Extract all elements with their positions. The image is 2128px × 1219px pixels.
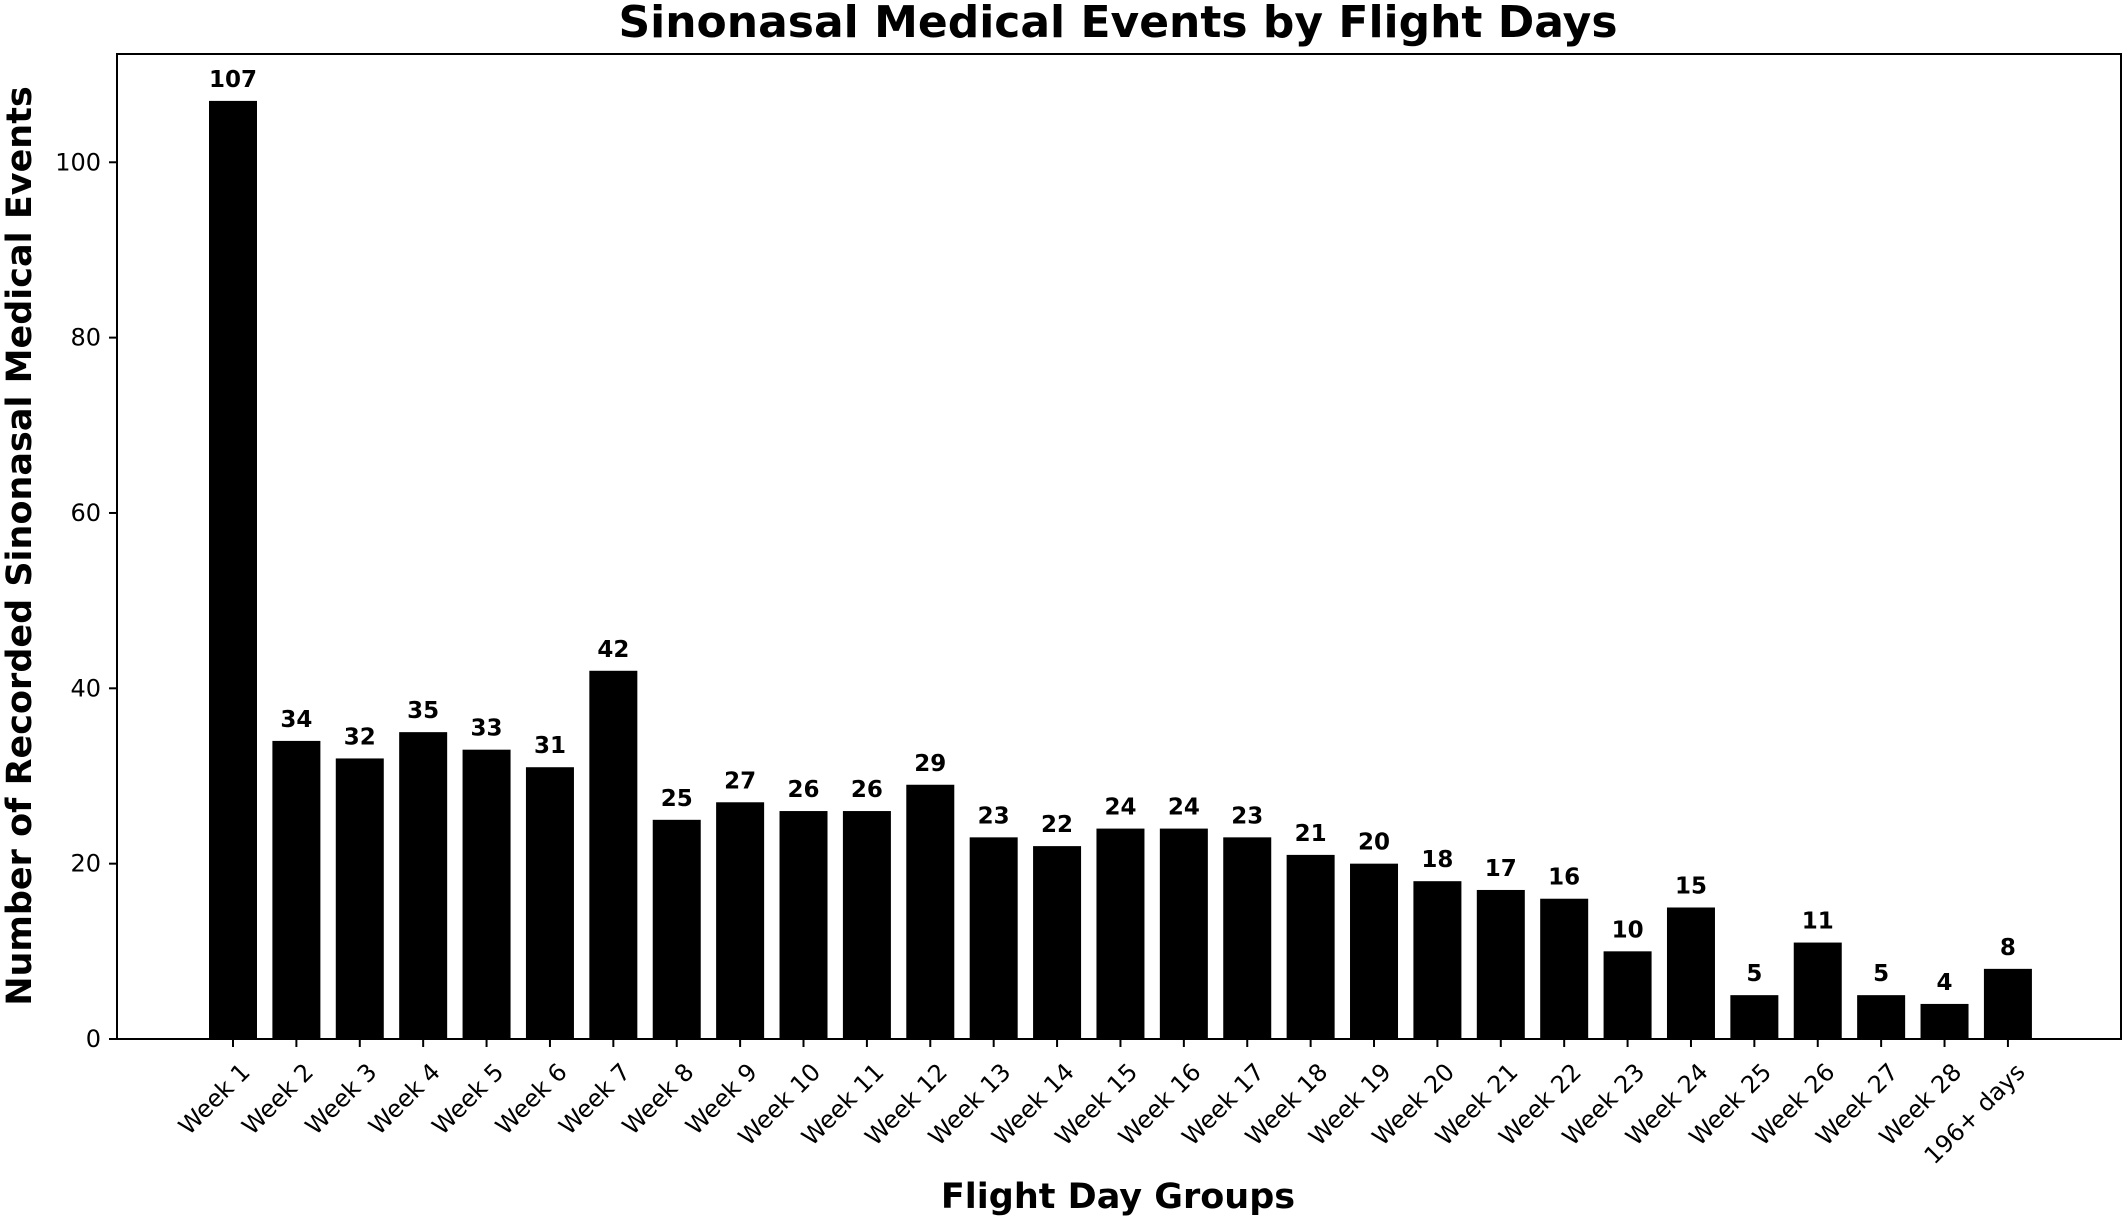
value-label-week-27: 5	[1873, 961, 1889, 987]
bar-week-12	[906, 784, 955, 1039]
y-axis: 0 20 40 60 80 100	[55, 148, 117, 1053]
bar-week-21	[1476, 889, 1525, 1039]
value-label-week-24: 15	[1675, 873, 1707, 899]
bar-week-20	[1413, 881, 1462, 1039]
value-label-week-23: 10	[1612, 917, 1644, 943]
value-label-196-days: 8	[2000, 935, 2016, 961]
value-label-week-17: 23	[1231, 803, 1263, 829]
plot-area-frame	[116, 53, 2122, 1040]
bars-group	[209, 100, 2032, 1039]
y-tick-label-0: 0	[86, 1025, 101, 1053]
y-tick-label-60: 60	[70, 499, 101, 527]
bar-week-14	[1033, 846, 1082, 1039]
value-label-week-26: 11	[1802, 909, 1834, 935]
value-label-week-22: 16	[1548, 865, 1580, 891]
y-tick-label-80: 80	[70, 324, 101, 352]
y-axis-label: Number of Recorded Sinonasal Medical Eve…	[0, 86, 40, 1006]
bar-week-7	[589, 670, 638, 1039]
bar-week-17	[1223, 837, 1272, 1039]
value-label-week-11: 26	[851, 777, 883, 803]
value-label-week-5: 33	[471, 716, 503, 742]
y-tick-label-20: 20	[70, 850, 101, 878]
bar-week-11	[842, 811, 891, 1039]
value-label-week-28: 4	[1937, 970, 1953, 996]
value-label-week-1: 107	[209, 67, 257, 93]
bar-week-8	[652, 819, 701, 1039]
value-label-week-21: 17	[1485, 856, 1517, 882]
value-label-week-8: 25	[661, 786, 693, 812]
bar-week-9	[716, 802, 765, 1039]
bar-week-5	[462, 749, 511, 1039]
bar-week-6	[525, 767, 574, 1039]
value-label-week-20: 18	[1421, 847, 1453, 873]
value-label-week-2: 34	[280, 707, 312, 733]
value-labels-group: 107 34 32 35 33 31 42 25 27 26 26 29 23 22 24 24 23 21 20 1…	[209, 67, 2016, 996]
bar-week-27	[1857, 995, 1906, 1039]
value-label-week-7: 42	[597, 637, 629, 663]
value-label-week-25: 5	[1746, 961, 1762, 987]
bar-week-10	[779, 811, 828, 1039]
x-axis-label: Flight Day Groups	[941, 1177, 1295, 1217]
bar-week-26	[1793, 942, 1842, 1039]
bar-week-22	[1540, 898, 1589, 1039]
bar-week-2	[272, 740, 321, 1039]
bar-week-3	[335, 758, 384, 1039]
bar-week-13	[969, 837, 1018, 1039]
value-label-week-18: 21	[1295, 821, 1327, 847]
y-tick-label-100: 100	[55, 148, 101, 176]
bar-week-15	[1096, 828, 1145, 1039]
value-label-week-14: 22	[1041, 812, 1073, 838]
bar-week-18	[1286, 854, 1335, 1039]
bar-196-days	[1983, 968, 2032, 1039]
value-label-week-15: 24	[1104, 795, 1136, 821]
value-label-week-3: 32	[344, 724, 376, 750]
y-tick-label-40: 40	[70, 674, 101, 702]
bar-week-1	[209, 100, 257, 1039]
value-label-week-13: 23	[978, 803, 1010, 829]
bar-week-23	[1603, 951, 1652, 1039]
value-label-week-9: 27	[724, 768, 756, 794]
value-label-week-16: 24	[1168, 795, 1200, 821]
value-label-week-6: 31	[534, 733, 566, 759]
bar-week-28	[1920, 1003, 1969, 1039]
bar-week-4	[399, 732, 448, 1039]
value-label-week-12: 29	[914, 751, 946, 777]
bar-week-25	[1730, 995, 1779, 1039]
value-label-week-10: 26	[788, 777, 820, 803]
bar-week-16	[1159, 828, 1208, 1039]
value-label-week-4: 35	[407, 698, 439, 724]
value-label-week-19: 20	[1358, 830, 1390, 856]
chart-title: Sinonasal Medical Events by Flight Days	[618, 0, 1617, 48]
bar-week-24	[1666, 907, 1715, 1039]
bar-week-19	[1350, 863, 1399, 1039]
